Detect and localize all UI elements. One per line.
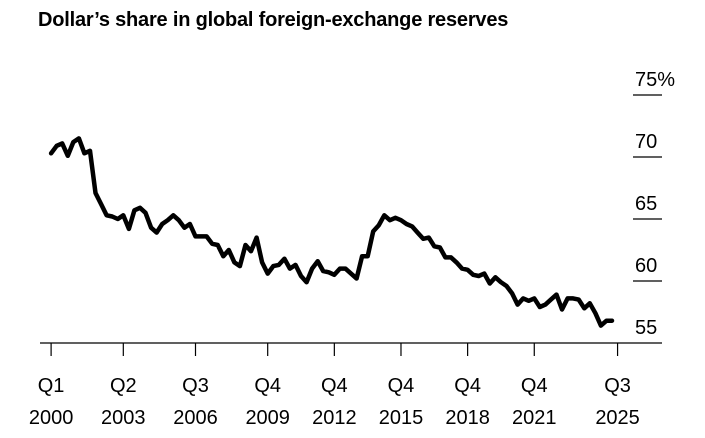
x-tick-year-label: 2015 [379, 407, 424, 429]
x-tick-year-label: 2012 [312, 407, 357, 429]
x-tick-year-label: 2006 [173, 407, 218, 429]
x-tick-year-label: 2018 [445, 407, 490, 429]
y-tick-label: 55 [635, 317, 657, 339]
y-tick-label: 75% [635, 69, 675, 91]
x-tick-year-label: 2021 [512, 407, 557, 429]
x-tick-quarter-label: Q4 [254, 375, 281, 397]
x-tick-year-label: 2025 [595, 407, 640, 429]
y-tick-label: 60 [635, 255, 657, 277]
series-line-0 [48, 136, 615, 328]
x-tick-year-label: 2000 [29, 407, 74, 429]
x-tick-quarter-label: Q2 [110, 375, 137, 397]
chart-title: Dollar’s share in global foreign-exchang… [38, 9, 509, 31]
x-tick-quarter-label: Q4 [521, 375, 548, 397]
x-tick-quarter-label: Q3 [182, 375, 209, 397]
x-tick-quarter-label: Q4 [321, 375, 348, 397]
y-tick-label: 65 [635, 193, 657, 215]
x-tick-quarter-label: Q3 [604, 375, 631, 397]
x-tick-year-label: 2003 [101, 407, 146, 429]
x-tick-quarter-label: Q4 [388, 375, 415, 397]
y-tick-label: 70 [635, 131, 657, 153]
x-tick-quarter-label: Q4 [454, 375, 481, 397]
x-tick-quarter-label: Q1 [38, 375, 65, 397]
x-tick-year-label: 2009 [245, 407, 290, 429]
